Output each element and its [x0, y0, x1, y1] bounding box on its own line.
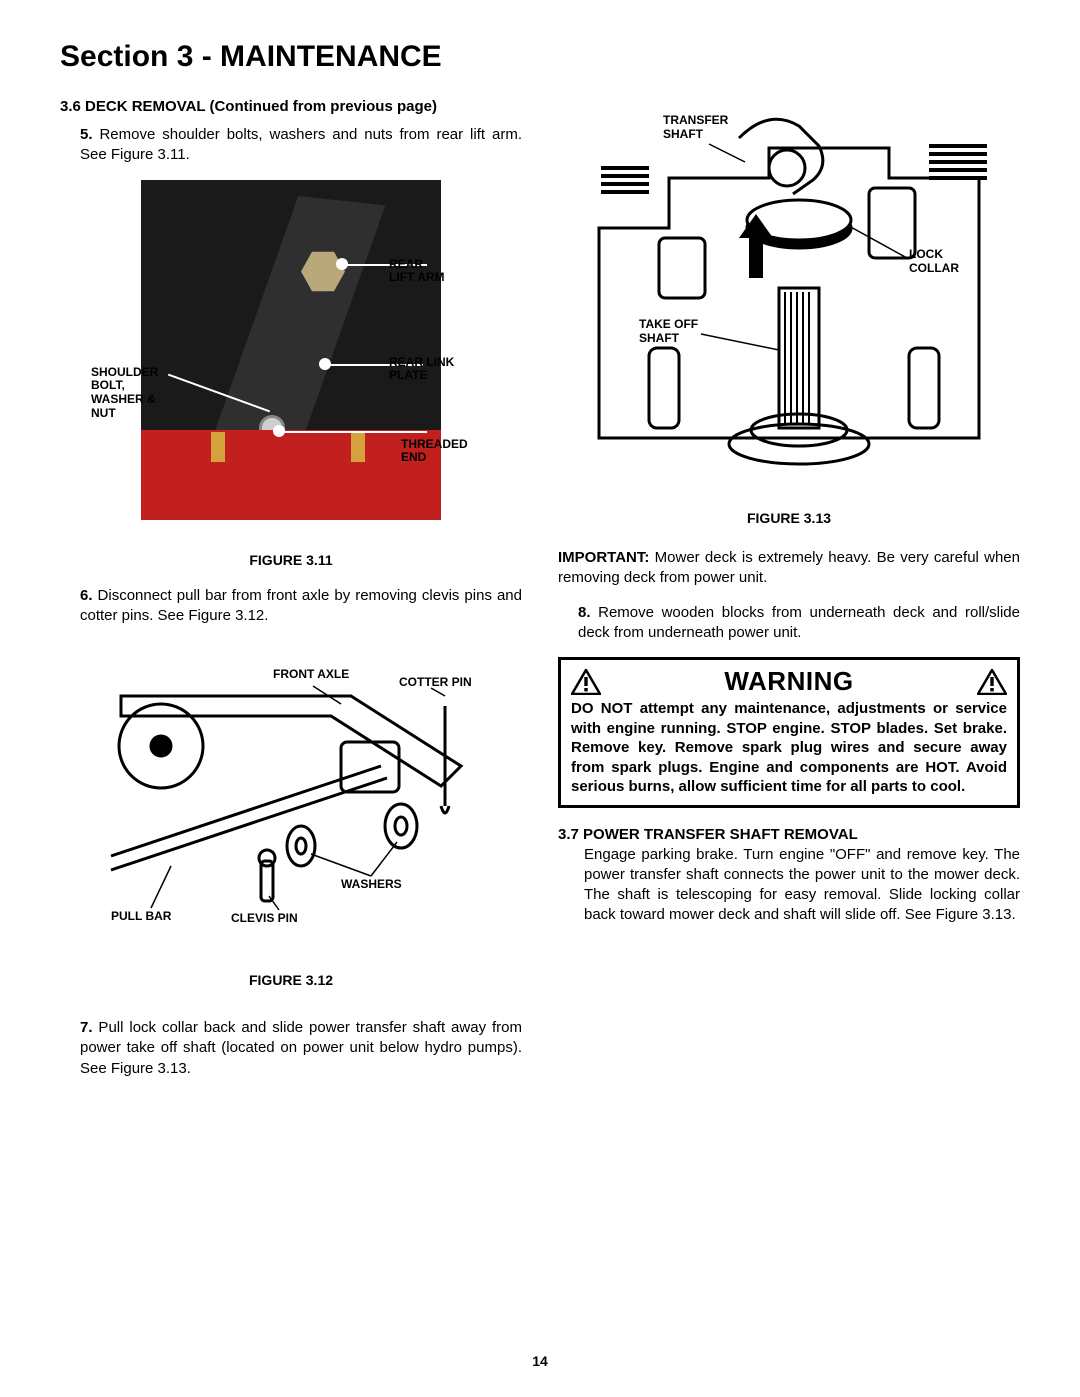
warning-box: WARNING DO NOT attempt any maintenance, … [558, 657, 1020, 808]
step-text: Remove shoulder bolts, washers and nuts … [80, 126, 522, 163]
page-title: Section 3 - MAINTENANCE [60, 40, 1020, 74]
right-column: TRANSFER SHAFT LOCK COLLAR TAKE OFF SHAF… [558, 98, 1020, 1093]
callout-rear-lift-arm: REAR LIFT ARM [389, 258, 445, 286]
step-7: 7. Pull lock collar back and slide power… [60, 1018, 522, 1079]
step-6: 6. Disconnect pull bar from front axle b… [60, 586, 522, 627]
figure-3-11: REAR LIFT ARM REAR LINK PLATE THREADED E… [60, 180, 522, 568]
callout-front-axle: FRONT AXLE [273, 668, 349, 682]
callout-threaded-end: THREADED END [401, 438, 468, 466]
step-text: Remove wooden blocks from underneath dec… [578, 604, 1020, 641]
callout-shoulder-bolt: SHOULDER BOLT, WASHER & NUT [91, 366, 158, 421]
left-column: 3.6 DECK REMOVAL (Continued from previou… [60, 98, 522, 1093]
figure-3-12-svg [101, 656, 481, 946]
step-number: 7. [80, 1019, 93, 1036]
warning-title: WARNING [724, 666, 853, 697]
callout-cotter-pin: COTTER PIN [399, 676, 472, 690]
callout-take-off-shaft: TAKE OFF SHAFT [639, 318, 698, 346]
step-number: 6. [80, 587, 93, 604]
figure-caption: FIGURE 3.11 [60, 552, 522, 568]
figure-caption: FIGURE 3.12 [60, 972, 522, 988]
important-note: IMPORTANT: Mower deck is extremely heavy… [558, 548, 1020, 589]
step-number: 8. [578, 604, 591, 621]
step-text: Disconnect pull bar from front axle by r… [80, 587, 522, 624]
section-3-7-heading: 3.7 POWER TRANSFER SHAFT REMOVAL [558, 826, 1020, 843]
step-8: 8. Remove wooden blocks from underneath … [558, 603, 1020, 644]
callout-transfer-shaft: TRANSFER SHAFT [663, 114, 728, 142]
step-5: 5. Remove shoulder bolts, washers and nu… [60, 125, 522, 166]
callout-pull-bar: PULL BAR [111, 910, 171, 924]
figure-3-13: TRANSFER SHAFT LOCK COLLAR TAKE OFF SHAF… [558, 108, 1020, 526]
callout-clevis-pin: CLEVIS PIN [231, 912, 298, 926]
figure-3-12: FRONT AXLE COTTER PIN WASHERS PULL BAR C… [60, 656, 522, 988]
callout-washers: WASHERS [341, 878, 402, 892]
callout-rear-link-plate: REAR LINK PLATE [389, 356, 454, 384]
subsection-heading: 3.6 DECK REMOVAL (Continued from previou… [60, 98, 522, 115]
section-3-7-body: Engage parking brake. Turn engine "OFF" … [558, 845, 1020, 926]
step-number: 5. [80, 126, 93, 143]
warning-icon [571, 669, 601, 695]
warning-icon [977, 669, 1007, 695]
warning-text: DO NOT attempt any maintenance, adjustme… [571, 699, 1007, 797]
figure-caption: FIGURE 3.13 [558, 510, 1020, 526]
important-label: IMPORTANT: [558, 549, 649, 566]
two-column-layout: 3.6 DECK REMOVAL (Continued from previou… [60, 98, 1020, 1093]
page-number: 14 [0, 1353, 1080, 1369]
step-text: Pull lock collar back and slide power tr… [80, 1019, 522, 1077]
figure-3-13-svg [589, 108, 989, 498]
callout-lock-collar: LOCK COLLAR [909, 248, 959, 276]
